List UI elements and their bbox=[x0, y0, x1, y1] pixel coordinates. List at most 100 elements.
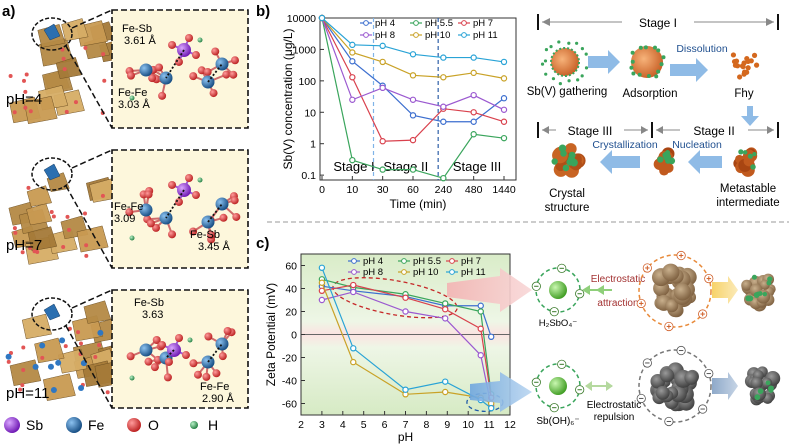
adsorption-particle bbox=[629, 45, 666, 79]
o-atom bbox=[229, 70, 238, 79]
o-atom bbox=[152, 223, 161, 232]
adsorbed-dot bbox=[659, 62, 664, 67]
data-point bbox=[318, 14, 326, 22]
data-point bbox=[440, 174, 447, 182]
structure-2: Fe-Fe3.09 Fe-Sb3.45 Å pH=7 bbox=[6, 149, 249, 269]
mineral-o-atom bbox=[12, 226, 17, 231]
y-axis-label: Sb(V) concentration (μg/L) bbox=[281, 29, 295, 170]
zoom-connector bbox=[71, 289, 113, 309]
data-point bbox=[470, 54, 477, 61]
gathering-particle bbox=[540, 40, 589, 86]
arrow-crystallization bbox=[600, 150, 640, 174]
mineral-fe-atom bbox=[97, 329, 104, 336]
attraction-scheme: H₂SbO₄⁻ Electrostatic attraction bbox=[531, 250, 776, 332]
zoom-ellipse bbox=[31, 297, 73, 331]
o-atom bbox=[126, 352, 135, 361]
adsorbed-dot bbox=[629, 65, 634, 70]
bond-distance: 3.45 Å bbox=[198, 240, 230, 253]
data-point bbox=[442, 315, 449, 322]
mineral-fe-atom bbox=[50, 387, 57, 394]
data-point bbox=[402, 308, 409, 315]
bond-distance: 3.63 bbox=[142, 309, 163, 321]
o-atom bbox=[146, 219, 155, 228]
o-atom bbox=[174, 197, 183, 206]
legend-label: pH 7 bbox=[461, 256, 481, 267]
data-point bbox=[477, 308, 484, 315]
sbv-dot bbox=[540, 62, 545, 66]
metastable-label-1: Metastable bbox=[720, 183, 776, 195]
data-point bbox=[349, 156, 356, 164]
o-atom bbox=[209, 89, 218, 98]
adsorption-label: Adsorption bbox=[623, 88, 678, 100]
data-point bbox=[409, 112, 417, 119]
atom-legend: Sb Fe O H bbox=[4, 417, 218, 433]
legend-marker bbox=[351, 258, 357, 264]
sbv-dot bbox=[551, 77, 556, 81]
panel-b: b) 0.1 1 10 100 1000 10000 0 10 30 60 240 480 1440 Ti… bbox=[256, 3, 780, 214]
data-point bbox=[500, 118, 508, 125]
mineral-o-atom bbox=[84, 243, 89, 248]
mineral-polyhedron bbox=[24, 95, 58, 125]
arrow-down bbox=[741, 106, 759, 126]
x-tick-label: 4 bbox=[340, 419, 346, 431]
nucleus-green bbox=[657, 156, 664, 163]
x-tick-label: 9 bbox=[444, 419, 450, 431]
mineral-o-atom bbox=[51, 214, 56, 219]
series-line bbox=[321, 284, 492, 398]
gray-sphere bbox=[684, 370, 699, 385]
zoom-connector bbox=[71, 149, 113, 169]
h-atom bbox=[129, 235, 135, 241]
legend-label: pH 10 bbox=[425, 30, 450, 41]
o-atom bbox=[152, 335, 161, 344]
fe-atom bbox=[215, 57, 229, 71]
o-atom bbox=[191, 51, 200, 60]
o-atom bbox=[185, 34, 194, 43]
legend-fe-icon bbox=[66, 417, 82, 433]
mineral-polyhedron bbox=[21, 313, 52, 340]
mineral-o-atom bbox=[84, 253, 89, 258]
fe-atom bbox=[215, 337, 229, 351]
o-atom bbox=[212, 369, 221, 378]
gray-sphere bbox=[655, 385, 670, 400]
mineral-o-atom bbox=[26, 185, 31, 190]
metastable-green bbox=[750, 164, 756, 170]
h-atom bbox=[197, 177, 203, 183]
legend-label: pH 4 bbox=[363, 256, 383, 267]
data-point bbox=[477, 302, 484, 309]
mineral-o-atom bbox=[97, 343, 102, 348]
o-atom bbox=[211, 47, 220, 56]
dissolution-label: Dissolution bbox=[676, 43, 728, 55]
sbv-dot bbox=[567, 41, 571, 45]
mineral-o-atom bbox=[20, 383, 25, 388]
x-tick-label: 7 bbox=[403, 419, 409, 431]
y-tick-label: -40 bbox=[282, 376, 297, 388]
data-point bbox=[470, 69, 477, 77]
o-atom bbox=[191, 191, 200, 200]
x-tick-label: 0 bbox=[319, 184, 325, 196]
data-point bbox=[379, 58, 386, 66]
data-point bbox=[440, 103, 447, 110]
mineral-o-atom bbox=[23, 105, 28, 110]
bond-name: Fe-Fe bbox=[118, 87, 147, 99]
mineral-polyhedron bbox=[9, 359, 42, 387]
stage2-3-brackets: Stage III Stage II bbox=[537, 122, 779, 138]
gray-sphere bbox=[659, 368, 675, 383]
distance-line bbox=[165, 189, 185, 219]
data-point bbox=[318, 279, 326, 286]
o-atom bbox=[189, 72, 198, 81]
legend-marker bbox=[401, 258, 407, 264]
data-point bbox=[409, 166, 417, 173]
adsorbed-green bbox=[751, 274, 757, 280]
mineral-o-atom bbox=[100, 193, 105, 198]
zoom-connector bbox=[71, 9, 113, 29]
sb-polyhedron bbox=[43, 303, 61, 321]
data-point bbox=[487, 333, 495, 340]
crystal-cluster bbox=[551, 143, 586, 178]
o-atom bbox=[175, 334, 184, 343]
y-tick-label: -20 bbox=[282, 353, 297, 365]
structures: Fe-Sb3.61 ÅFe-Fe3.03 ÅpH=4Fe-Fe3.09Fe-Sb… bbox=[5, 9, 249, 409]
data-point bbox=[470, 131, 477, 138]
legend-marker bbox=[449, 258, 455, 264]
fe-atom bbox=[215, 197, 229, 211]
metastable-green bbox=[747, 153, 753, 159]
